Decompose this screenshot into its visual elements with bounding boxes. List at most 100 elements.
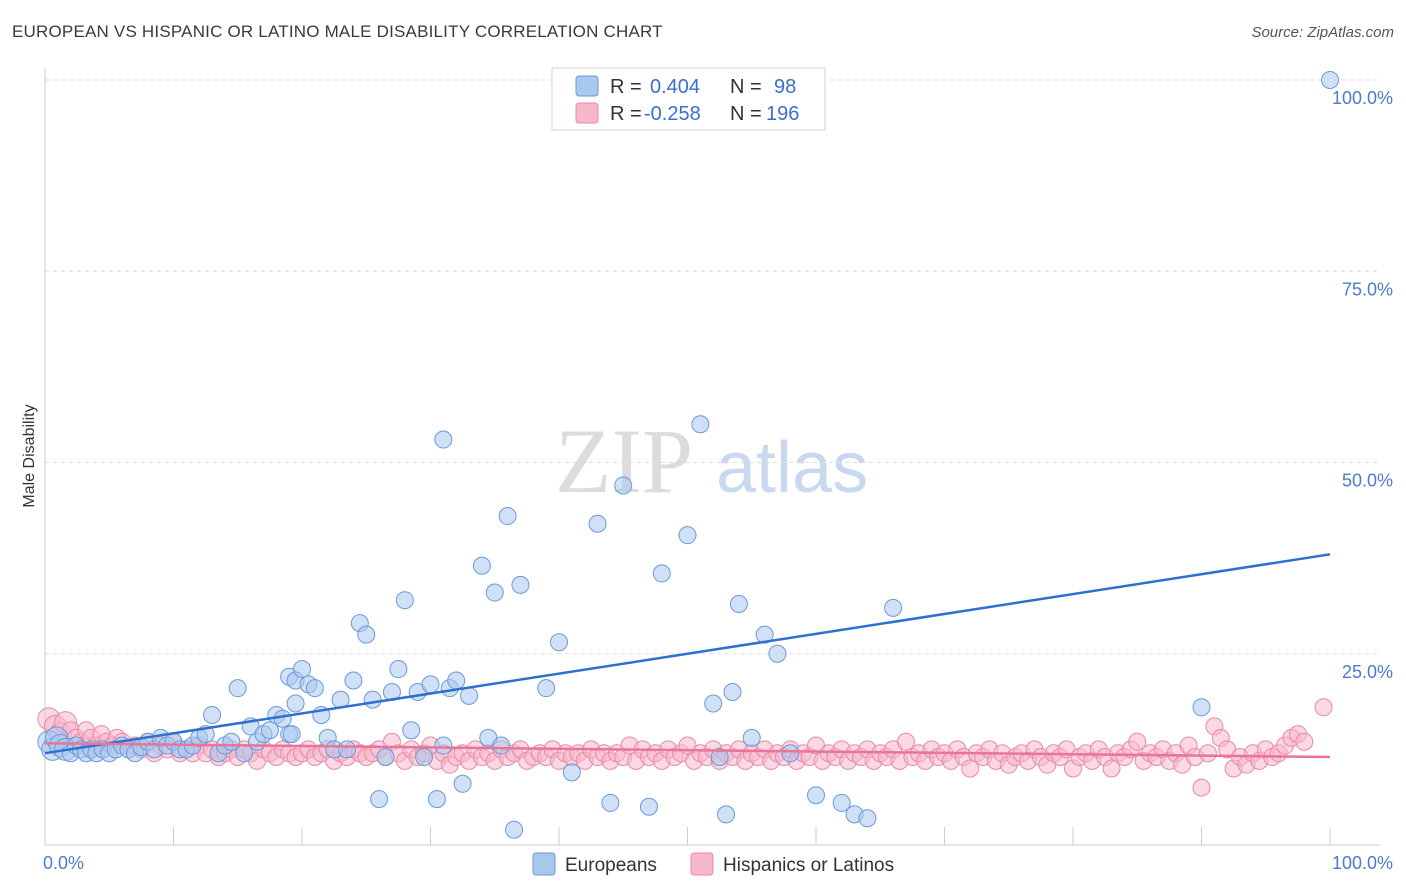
europeans-point-67	[434, 736, 453, 755]
europeans-point-45	[293, 660, 311, 679]
legend-n-label-2: N =	[730, 103, 762, 125]
europeans-point-104	[1192, 698, 1211, 717]
europeans-point-75	[485, 583, 504, 602]
europeans-point-53	[344, 671, 363, 690]
hispanics-point-183	[1198, 744, 1217, 763]
legend-r-label-1: R =	[610, 76, 642, 98]
europeans-point-82	[562, 763, 581, 782]
y-tick-label-3: 100.0%	[1332, 88, 1393, 108]
europeans-point-88	[678, 526, 697, 545]
europeans-point-71	[453, 774, 472, 793]
hispanics-point-146	[961, 759, 980, 778]
europeans-point-65	[421, 675, 440, 694]
bottom-legend-swatch-europeans	[532, 852, 556, 876]
europeans-point-94	[729, 595, 748, 614]
europeans-point-70	[434, 430, 453, 449]
europeans-point-99	[807, 786, 825, 805]
europeans-point-90	[704, 694, 723, 713]
europeans-point-73	[472, 556, 491, 575]
legend-n-label-1: N =	[730, 76, 762, 98]
hispanics-trend-line	[44, 742, 1331, 759]
europeans-trend-line	[44, 553, 1331, 755]
europeans-point-58	[376, 748, 395, 767]
europeans-point-56	[363, 690, 382, 709]
europeans-point-81	[550, 633, 568, 652]
europeans-point-80	[537, 679, 556, 698]
europeans-point-78	[505, 820, 524, 839]
bottom-legend: Europeans Hispanics or Latinos	[532, 852, 894, 876]
europeans-point-69	[447, 671, 466, 690]
legend-swatch-hispanics	[575, 102, 599, 124]
europeans-point-62	[402, 721, 421, 740]
legend-n-value-1: 98	[774, 76, 796, 98]
europeans-point-57	[370, 790, 389, 809]
europeans-point-93	[723, 683, 742, 701]
source-credit: Source: ZipAtlas.com	[1251, 24, 1394, 41]
europeans-point-103	[884, 598, 903, 617]
europeans-point-87	[652, 564, 671, 583]
europeans-point-91	[710, 748, 729, 767]
europeans-point-98	[781, 744, 800, 763]
europeans-point-47	[305, 679, 324, 698]
hispanics-point-198	[1295, 732, 1314, 751]
europeans-point-55	[357, 625, 376, 644]
europeans-point-77	[498, 507, 517, 526]
series-europeans-points	[37, 71, 1339, 839]
chart-title: EUROPEAN VS HISPANIC OR LATINO MALE DISA…	[12, 22, 663, 41]
europeans-point-89	[691, 415, 710, 434]
hispanics-point-172	[1128, 732, 1147, 751]
europeans-point-86	[639, 797, 658, 816]
hispanics-point-182	[1192, 778, 1211, 797]
bottom-legend-hispanics: Hispanics or Latinos	[723, 855, 894, 876]
hispanics-point-136	[896, 732, 915, 751]
y-axis-label: Male Disability	[21, 404, 38, 507]
europeans-point-96	[755, 625, 774, 644]
europeans-point-41	[286, 694, 305, 713]
legend-r-label-2: R =	[610, 103, 642, 125]
legend-swatch-europeans	[575, 75, 599, 97]
europeans-point-39	[273, 709, 292, 728]
y-tick-label-0: 25.0%	[1342, 662, 1393, 682]
x-tick-labels: 0.0% 100.0%	[43, 853, 1393, 873]
legend-r-value-2: -0.258	[644, 103, 701, 125]
europeans-point-52	[337, 740, 356, 759]
europeans-point-83	[588, 514, 607, 533]
legend: R = 0.404 N = 98 R = -0.258 N = 196	[551, 67, 826, 131]
legend-r-value-1: 0.404	[650, 76, 700, 98]
europeans-point-76	[492, 736, 511, 755]
y-tick-label-1: 50.0%	[1342, 471, 1393, 491]
europeans-point-61	[395, 591, 414, 610]
hispanics-point-199	[1314, 698, 1333, 717]
europeans-point-102	[858, 809, 877, 828]
europeans-point-84	[601, 793, 620, 812]
europeans-point-60	[389, 660, 408, 679]
x-tick-label-0: 0.0%	[43, 853, 84, 873]
europeans-point-66	[427, 790, 446, 809]
y-tick-label-2: 75.0%	[1342, 279, 1393, 299]
trend-lines	[44, 553, 1331, 759]
europeans-point-64	[415, 748, 434, 767]
europeans-point-32	[228, 679, 247, 698]
bottom-legend-swatch-hispanics	[690, 852, 714, 876]
europeans-point-85	[614, 476, 633, 495]
y-tick-labels: 25.0% 50.0% 75.0% 100.0%	[1332, 88, 1393, 682]
europeans-point-92	[717, 805, 736, 824]
watermark-zip: ZIP	[555, 410, 693, 512]
hispanics-point-168	[1102, 759, 1121, 778]
europeans-point-79	[511, 575, 530, 594]
europeans-point-105	[1321, 71, 1339, 89]
europeans-point-95	[742, 728, 761, 747]
europeans-point-100	[832, 793, 851, 812]
legend-n-value-2: 196	[766, 103, 799, 125]
europeans-point-42	[282, 725, 301, 744]
watermark-atlas: atlas	[716, 428, 868, 508]
europeans-point-37	[260, 721, 279, 740]
europeans-point-97	[768, 644, 787, 663]
watermark: ZIP atlas	[555, 410, 868, 512]
europeans-point-72	[460, 686, 479, 705]
bottom-legend-europeans: Europeans	[565, 855, 657, 876]
europeans-point-28	[203, 705, 222, 724]
x-tick-label-1: 100.0%	[1332, 853, 1393, 873]
grid-lines	[45, 79, 1380, 655]
